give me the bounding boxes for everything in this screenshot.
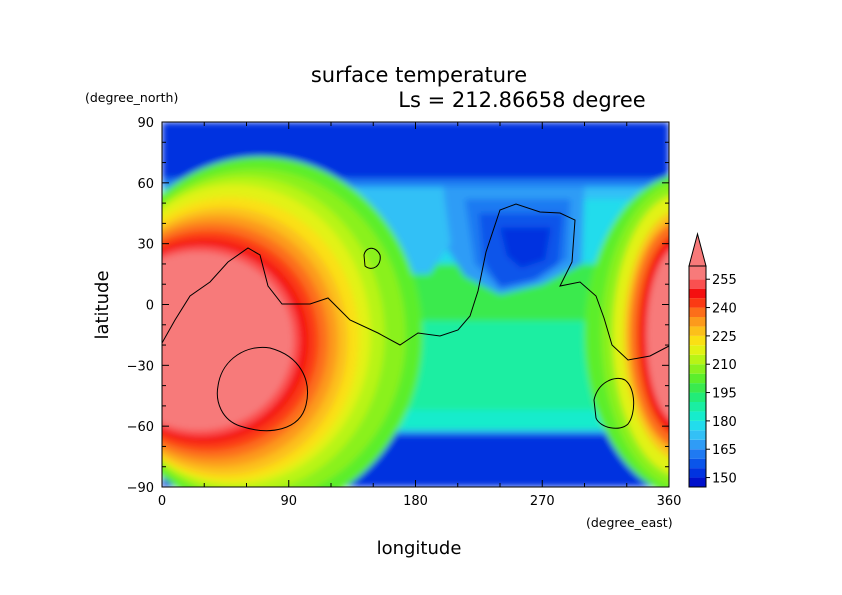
y-tick-label: −30 xyxy=(127,359,154,374)
colorbar-segment xyxy=(689,354,706,365)
colorbar-segment xyxy=(689,402,706,412)
colorbar-segment xyxy=(689,439,706,450)
argyre-basin-contour xyxy=(593,377,635,429)
colorbar-segment xyxy=(689,411,706,421)
colorbar-segment xyxy=(689,364,706,374)
y-axis: 90 60 30 0 −30 −60 −90 xyxy=(127,116,669,496)
colorbar-label: 225 xyxy=(712,330,737,345)
colorbar-label: 210 xyxy=(712,358,737,373)
field-north-transition xyxy=(162,178,669,187)
hellas-basin-contour xyxy=(216,346,308,432)
colorbar-label: 150 xyxy=(712,472,737,487)
colorbar-segment xyxy=(689,420,706,431)
x-units-label: (degree_east) xyxy=(586,515,673,530)
volcano-contour xyxy=(363,247,381,269)
colorbar-segment xyxy=(689,468,706,478)
y-tick-label: 90 xyxy=(137,116,154,131)
y-axis-label: latitude xyxy=(92,270,113,339)
colorbar-segment xyxy=(689,279,706,289)
colorbar-label: 180 xyxy=(712,415,737,430)
colorbar-segment xyxy=(689,392,706,402)
colorbar-label: 255 xyxy=(712,273,737,288)
colorbar-segment xyxy=(689,288,706,299)
colorbar-segment xyxy=(689,458,706,469)
colorbar-segment xyxy=(689,373,706,384)
y-tick-label: 60 xyxy=(137,177,154,192)
colorbar-segment xyxy=(689,317,706,327)
colorbar-segment xyxy=(689,307,706,317)
y-tick-label: −90 xyxy=(127,481,154,496)
y-units-label: (degree_north) xyxy=(85,90,178,105)
colorbar-segment xyxy=(689,430,706,440)
colorbar-extend-arrow xyxy=(688,232,707,267)
temperature-field xyxy=(162,122,669,487)
y-tick-label: 0 xyxy=(146,299,154,314)
y-tick-label: −60 xyxy=(127,420,154,435)
colorbar-segment xyxy=(689,335,706,346)
colorbar-segment xyxy=(689,326,706,336)
x-axis-label: longitude xyxy=(377,538,462,559)
colorbar-label: 195 xyxy=(712,387,737,402)
colorbar-segment xyxy=(689,266,706,280)
colorbar-segment xyxy=(689,383,706,393)
field-south-transition xyxy=(162,430,669,437)
colorbar-segment xyxy=(689,449,706,459)
field-hot-west-22 xyxy=(162,251,293,431)
chart-title: surface temperature xyxy=(311,63,527,87)
x-axis: 0 90 180 270 360 xyxy=(158,122,682,509)
colorbar-segment xyxy=(689,298,706,308)
x-tick-label: 270 xyxy=(530,494,555,509)
field-north-cold-4 xyxy=(500,227,551,268)
x-tick-label: 180 xyxy=(403,494,428,509)
x-tick-label: 90 xyxy=(280,494,297,509)
colorbar-label: 165 xyxy=(712,443,737,458)
colorbar-segment xyxy=(689,477,706,487)
field-hot-east-22 xyxy=(646,250,669,420)
x-tick-label: 0 xyxy=(158,494,166,509)
chart-subtitle: Ls = 212.86658 degree xyxy=(398,88,645,112)
colorbar: 150 165 180 195 210 225 240 255 xyxy=(688,232,737,488)
topography-contour xyxy=(162,203,669,361)
x-tick-label: 360 xyxy=(657,494,682,509)
y-tick-label: 30 xyxy=(137,238,154,253)
colorbar-segment xyxy=(689,345,706,355)
colorbar-label: 240 xyxy=(712,302,737,317)
